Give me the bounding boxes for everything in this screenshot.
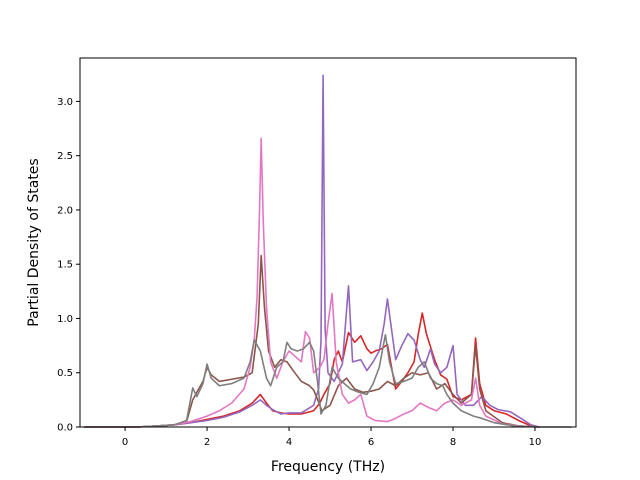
- y-tick-label: 1.5: [57, 260, 73, 271]
- series-line-3: [84, 254, 540, 428]
- x-tick-label: 2: [204, 437, 210, 448]
- x-tick-label: 10: [529, 437, 542, 448]
- y-axis-ticks: 0.0 0.5 1.0 1.5 2.0 2.5 3.0: [57, 97, 80, 434]
- y-axis-label: Partial Density of States: [26, 158, 42, 326]
- y-tick-label: 2.5: [57, 151, 73, 162]
- x-axis-ticks: 0 2 4 6 8 10: [122, 427, 541, 448]
- plot-frame: [79, 57, 577, 428]
- x-tick-label: 8: [450, 437, 456, 448]
- series-layer: [84, 74, 572, 428]
- y-tick-label: 1.0: [57, 314, 73, 325]
- x-tick-label: 0: [122, 437, 128, 448]
- y-tick-label: 2.0: [57, 205, 73, 216]
- series-line-1: [84, 312, 540, 428]
- y-tick-label: 3.0: [57, 97, 73, 108]
- series-line-2: [84, 74, 540, 428]
- y-tick-label: 0.0: [57, 423, 73, 434]
- x-tick-label: 6: [368, 437, 374, 448]
- y-tick-label: 0.5: [57, 368, 73, 379]
- x-tick-label: 4: [286, 437, 292, 448]
- x-axis-label: Frequency (THz): [271, 459, 385, 475]
- series-line-4: [84, 137, 540, 428]
- series-line-5: [84, 333, 572, 428]
